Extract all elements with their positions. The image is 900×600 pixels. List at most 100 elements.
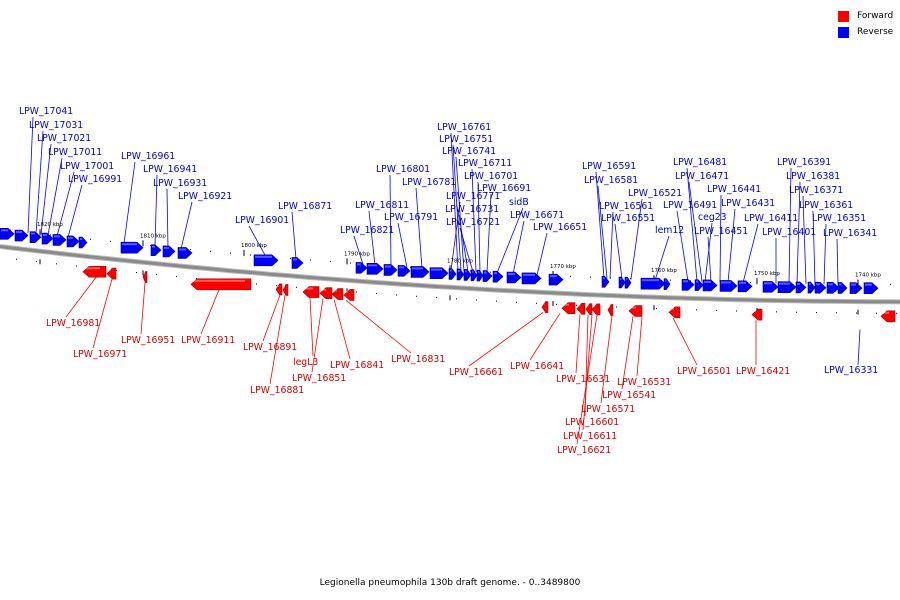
reverse-gene-arrow[interactable] <box>624 276 632 289</box>
reverse-gene-arrow[interactable] <box>429 267 449 279</box>
forward-gene-label[interactable]: LPW_16421 <box>736 366 790 377</box>
reverse-gene-arrow[interactable] <box>548 273 564 286</box>
reverse-gene-label[interactable]: LPW_16671 <box>510 210 564 221</box>
reverse-gene-arrow[interactable] <box>470 269 478 282</box>
reverse-gene-label[interactable]: LPW_16561 <box>599 201 653 212</box>
forward-gene-arrow[interactable] <box>82 265 107 278</box>
reverse-gene-label[interactable]: ceg23 <box>698 212 727 223</box>
reverse-gene-arrow[interactable] <box>177 247 193 259</box>
reverse-gene-arrow[interactable] <box>150 244 162 256</box>
forward-gene-label[interactable]: LPW_16611 <box>563 431 617 442</box>
reverse-gene-arrow[interactable] <box>837 282 848 294</box>
reverse-gene-label[interactable]: LPW_16871 <box>278 201 332 212</box>
reverse-gene-label[interactable]: LPW_16331 <box>824 365 878 376</box>
forward-gene-arrow[interactable] <box>561 302 576 315</box>
reverse-gene-arrow[interactable] <box>291 257 304 269</box>
reverse-gene-label[interactable]: LPW_16481 <box>673 157 727 168</box>
reverse-gene-arrow[interactable] <box>463 269 472 281</box>
forward-gene-arrow[interactable] <box>576 302 586 315</box>
reverse-gene-label[interactable]: LPW_16391 <box>777 157 831 168</box>
reverse-gene-arrow[interactable] <box>162 245 176 258</box>
reverse-gene-arrow[interactable] <box>366 263 384 275</box>
forward-gene-label[interactable]: LPW_16541 <box>602 390 656 401</box>
forward-gene-label[interactable]: LPW_16571 <box>581 404 635 415</box>
forward-gene-label[interactable]: LPW_16951 <box>121 335 175 346</box>
forward-gene-arrow[interactable] <box>880 310 896 323</box>
reverse-gene-arrow[interactable] <box>383 264 398 276</box>
reverse-gene-arrow[interactable] <box>601 276 610 288</box>
reverse-gene-arrow[interactable] <box>52 234 67 246</box>
reverse-gene-label[interactable]: LPW_16401 <box>762 227 816 238</box>
reverse-gene-label[interactable]: LPW_17031 <box>29 120 83 131</box>
forward-gene-arrow[interactable] <box>282 284 289 296</box>
reverse-gene-label[interactable]: LPW_17021 <box>37 133 91 144</box>
reverse-gene-arrow[interactable] <box>397 265 411 277</box>
reverse-gene-label[interactable]: LPW_17041 <box>19 106 73 117</box>
forward-gene-arrow[interactable] <box>331 288 344 300</box>
reverse-gene-label[interactable]: LPW_16341 <box>823 228 877 239</box>
reverse-gene-arrow[interactable] <box>814 281 827 294</box>
reverse-gene-label[interactable]: LPW_16371 <box>789 185 843 196</box>
reverse-gene-arrow[interactable] <box>14 229 29 242</box>
reverse-gene-arrow[interactable] <box>618 276 626 289</box>
forward-gene-label[interactable]: legL3 <box>293 357 318 368</box>
reverse-gene-label[interactable]: LPW_17001 <box>60 161 114 172</box>
reverse-gene-arrow[interactable] <box>681 278 695 291</box>
forward-gene-label[interactable]: LPW_16851 <box>292 373 346 384</box>
reverse-gene-label[interactable]: LPW_16411 <box>744 213 798 224</box>
reverse-gene-arrow[interactable] <box>66 235 80 248</box>
reverse-gene-label[interactable]: lem12 <box>655 225 684 236</box>
reverse-gene-label[interactable]: LPW_16731 <box>445 204 499 215</box>
reverse-gene-arrow[interactable] <box>410 266 430 278</box>
reverse-gene-label[interactable]: LPW_16701 <box>464 171 518 182</box>
reverse-gene-arrow[interactable] <box>29 231 42 243</box>
forward-gene-arrow[interactable] <box>607 304 614 316</box>
forward-gene-label[interactable]: LPW_16631 <box>556 374 610 385</box>
reverse-gene-label[interactable]: LPW_16581 <box>584 175 638 186</box>
forward-gene-label[interactable]: LPW_16531 <box>617 377 671 388</box>
forward-gene-arrow[interactable] <box>106 267 117 280</box>
reverse-gene-label[interactable]: LPW_16781 <box>402 177 456 188</box>
forward-gene-label[interactable]: LPW_16911 <box>181 335 235 346</box>
reverse-gene-label[interactable]: LPW_16901 <box>235 215 289 226</box>
forward-gene-arrow[interactable] <box>343 289 355 301</box>
reverse-gene-arrow[interactable] <box>492 270 504 283</box>
forward-gene-label[interactable]: LPW_16501 <box>677 366 731 377</box>
reverse-gene-label[interactable]: LPW_16801 <box>376 164 430 175</box>
forward-gene-label[interactable]: LPW_16841 <box>330 360 384 371</box>
reverse-gene-label[interactable]: LPW_16491 <box>663 200 717 211</box>
reverse-gene-label[interactable]: LPW_16451 <box>694 226 748 237</box>
reverse-gene-arrow[interactable] <box>41 232 54 245</box>
reverse-gene-label[interactable]: LPW_16771 <box>446 191 500 202</box>
reverse-gene-arrow[interactable] <box>694 279 704 291</box>
forward-gene-label[interactable]: LPW_16981 <box>46 318 100 329</box>
reverse-gene-label[interactable]: LPW_16941 <box>143 164 197 175</box>
forward-gene-label[interactable]: LPW_16621 <box>557 445 611 456</box>
forward-gene-arrow[interactable] <box>628 305 643 317</box>
reverse-gene-arrow[interactable] <box>826 282 840 294</box>
reverse-gene-label[interactable]: LPW_16711 <box>458 158 512 169</box>
reverse-gene-label[interactable]: LPW_16741 <box>442 146 496 157</box>
reverse-gene-arrow[interactable] <box>762 281 779 293</box>
reverse-gene-arrow[interactable] <box>253 254 279 267</box>
reverse-gene-arrow[interactable] <box>78 236 88 249</box>
reverse-gene-label[interactable]: LPW_16441 <box>707 184 761 195</box>
reverse-gene-label[interactable]: LPW_16721 <box>446 217 500 228</box>
reverse-gene-label[interactable]: LPW_16551 <box>601 213 655 224</box>
reverse-gene-arrow[interactable] <box>521 272 542 285</box>
reverse-gene-arrow[interactable] <box>863 282 879 295</box>
forward-gene-arrow[interactable] <box>591 303 601 316</box>
reverse-gene-arrow[interactable] <box>120 241 144 254</box>
forward-gene-arrow[interactable] <box>319 287 333 300</box>
forward-gene-arrow[interactable] <box>142 271 148 283</box>
reverse-gene-label[interactable]: LPW_16651 <box>533 222 587 233</box>
reverse-gene-label[interactable]: LPW_16431 <box>721 198 775 209</box>
reverse-gene-arrow[interactable] <box>448 268 457 280</box>
reverse-gene-arrow[interactable] <box>506 271 522 284</box>
forward-gene-arrow[interactable] <box>541 301 549 313</box>
reverse-gene-label[interactable]: LPW_17011 <box>48 147 102 158</box>
reverse-gene-arrow[interactable] <box>355 262 368 274</box>
forward-gene-arrow[interactable] <box>190 278 252 291</box>
forward-gene-label[interactable]: LPW_16881 <box>250 385 304 396</box>
forward-gene-label[interactable]: LPW_16661 <box>449 367 503 378</box>
